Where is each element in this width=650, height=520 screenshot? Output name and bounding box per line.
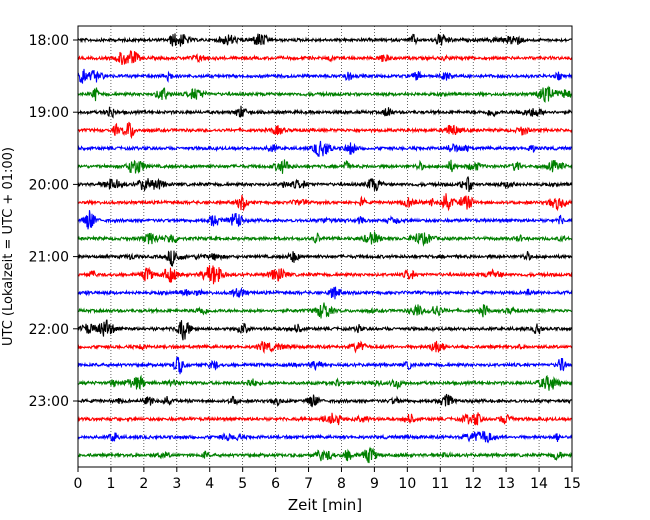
- trace-line: [77, 356, 573, 375]
- x-tick-label: 5: [238, 476, 247, 492]
- trace-line: [77, 193, 573, 212]
- trace-line: [77, 412, 573, 426]
- trace-line: [77, 374, 573, 391]
- x-tick-label: 4: [205, 476, 214, 492]
- trace-line: [77, 340, 573, 355]
- trace-line: [77, 230, 573, 247]
- x-tick-label: 9: [370, 476, 379, 492]
- y-tick-label: 23:00: [29, 394, 69, 410]
- x-axis-label: Zeit [min]: [288, 496, 362, 514]
- trace-line: [77, 68, 573, 84]
- y-tick-label: 19:00: [29, 105, 69, 121]
- y-tick-label: 20:00: [29, 177, 69, 193]
- x-tick-label: 13: [497, 476, 515, 492]
- x-tick-label: 12: [464, 476, 482, 492]
- trace-line: [77, 85, 573, 103]
- trace-group: [77, 33, 573, 464]
- y-tick-label: 22:00: [29, 322, 69, 338]
- y-tick-label: 21:00: [29, 250, 69, 266]
- x-tick-label: 2: [139, 476, 148, 492]
- trace-line: [77, 175, 573, 192]
- trace-line: [77, 446, 573, 464]
- trace-line: [77, 319, 573, 341]
- x-axis: 0 1 2 3 4 5 6 7 8 9 10 11 12 13 14 15: [74, 467, 581, 492]
- x-tick-label: 14: [530, 476, 548, 492]
- trace-line: [77, 159, 573, 175]
- x-tick-label: 1: [106, 476, 115, 492]
- x-tick-label: 10: [398, 476, 416, 492]
- trace-line: [77, 105, 573, 119]
- trace-line: [77, 250, 573, 268]
- x-tick-label: 8: [337, 476, 346, 492]
- y-axis: 18:00 19:00 20:00 21:00 22:00 23:00: [29, 33, 78, 410]
- x-tick-label: 15: [563, 476, 581, 492]
- trace-line: [77, 286, 573, 300]
- trace-line: [77, 121, 573, 140]
- trace-line: [77, 430, 573, 444]
- x-tick-label: 6: [271, 476, 280, 492]
- x-tick-label: 3: [172, 476, 181, 492]
- x-tick-label: 11: [431, 476, 449, 492]
- trace-line: [77, 140, 573, 157]
- plot-frame: [77, 25, 573, 468]
- trace-line: [77, 265, 573, 285]
- y-axis-label: UTC (Lokalzeit = UTC + 01:00): [1, 147, 16, 346]
- x-tick-label: 7: [304, 476, 313, 492]
- trace-line: [77, 210, 573, 230]
- y-tick-label: 18:00: [29, 33, 69, 49]
- x-tick-label: 0: [74, 476, 83, 492]
- trace-line: [77, 393, 573, 408]
- trace-line: [77, 302, 573, 319]
- trace-line: [77, 33, 573, 47]
- trace-line: [77, 50, 573, 65]
